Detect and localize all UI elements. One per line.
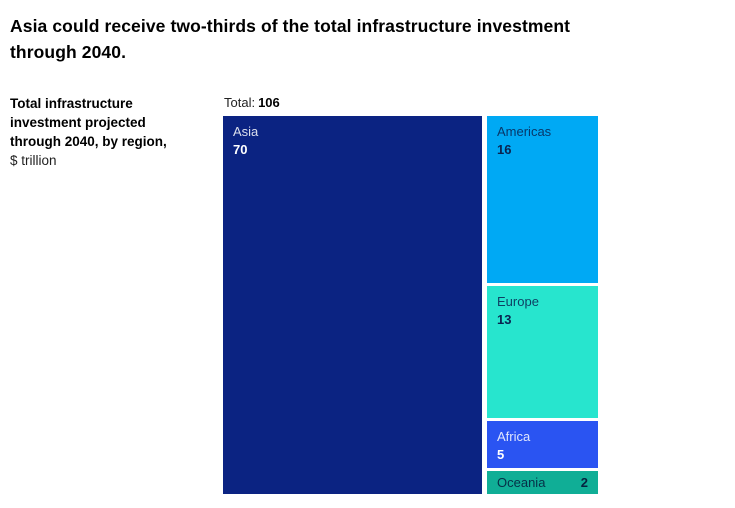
chart-description: Total infrastructure investment projecte… [10,94,167,170]
region-value: 2 [580,474,588,490]
region-name: Europe [497,294,539,309]
treemap-block-europe: Europe 13 [487,286,598,418]
region-value: 5 [497,447,505,462]
region-value: 13 [497,312,512,327]
treemap-block-oceania: Oceania 2 [487,471,598,494]
region-name: Asia [233,124,259,139]
total-label-text: Total: [224,95,256,110]
treemap-block-africa: Africa 5 [487,421,598,468]
chart-description-unit: $ trillion [10,153,57,168]
region-name: Oceania [497,474,546,490]
chart-description-line2: investment projected [10,115,146,130]
exhibit-title: Asia could receive two-thirds of the tot… [10,13,570,65]
exhibit-title-line1: Asia could receive two-thirds of the tot… [10,16,571,36]
treemap: Asia 70 Americas 16 Europe 13 Africa 5 O… [223,116,598,494]
total-label: Total: 106 [224,95,280,110]
region-name: Africa [497,429,531,444]
chart-description-line1: Total infrastructure [10,96,133,111]
region-value: 16 [497,142,512,157]
total-value: 106 [258,95,280,110]
region-value: 70 [233,142,248,157]
chart-description-line3: through 2040, by region, [10,134,167,149]
region-name: Americas [497,124,552,139]
exhibit-title-line2: through 2040. [10,42,127,62]
treemap-block-americas: Americas 16 [487,116,598,283]
treemap-block-asia: Asia 70 [223,116,482,494]
